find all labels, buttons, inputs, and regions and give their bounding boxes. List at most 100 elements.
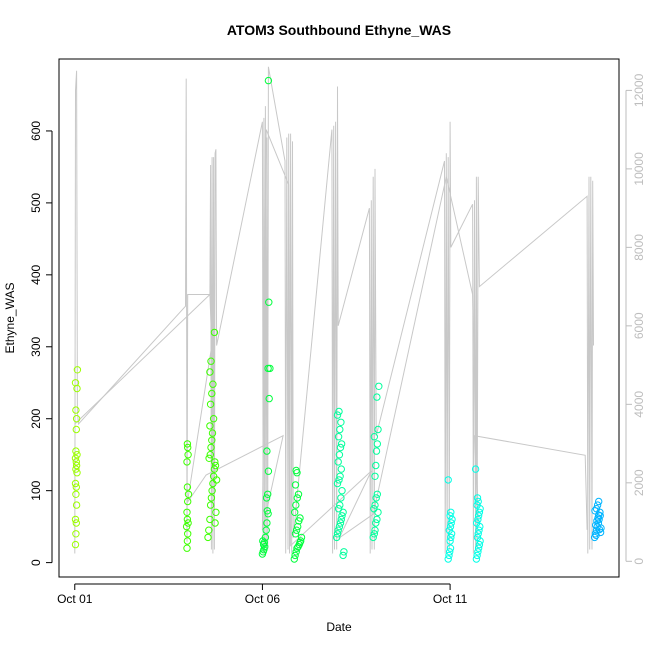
data-point [183,515,192,524]
y-tick-label: 300 [29,336,43,356]
data-point [446,544,455,552]
data-point [334,433,343,441]
data-point [206,422,214,430]
data-point [263,447,271,455]
data-point [448,515,456,524]
y2-tick-label: 0 [632,558,646,565]
data-point [335,407,343,416]
data-point [446,537,454,545]
y-tick-label: 100 [29,480,43,500]
plot-frame [58,58,620,578]
data-point [595,515,603,524]
data-point [595,497,603,506]
data-point [333,533,341,542]
data-point [183,537,192,545]
data-point [184,451,192,459]
data-point [447,533,455,542]
data-point [473,501,481,509]
data-point [370,505,378,513]
data-point [337,465,345,473]
data-point [206,501,215,509]
y2-tick-label: 10000 [632,152,646,186]
data-point [72,490,80,498]
data-point [291,508,299,516]
data-point [444,476,452,484]
data-point [207,443,215,452]
data-point [474,512,483,520]
data-point [72,519,81,527]
data-point [72,501,81,509]
data-point [372,494,380,502]
data-point [595,525,604,534]
data-point [371,472,379,480]
data-point [71,515,80,524]
data-point [184,490,193,498]
data-point [183,458,191,466]
data-point [72,461,81,470]
data-point [369,533,377,542]
y2-tick-label: 2000 [632,469,646,496]
data-point [339,508,347,516]
data-point [208,389,216,398]
data-point [266,364,274,373]
data-point [209,380,217,388]
data-point [72,425,81,434]
data-point [206,400,215,408]
data-point [339,551,347,560]
data-point [335,451,344,459]
data-point [211,519,219,527]
axes-layer: 0100200300400500600020004000600080001000… [29,73,646,606]
data-point [373,515,381,524]
data-point [72,530,80,538]
data-point [337,515,345,524]
y2-tick-label: 6000 [632,312,646,339]
data-point [183,544,191,552]
data-point [333,530,342,538]
data-point [209,415,218,423]
data-point [374,508,382,516]
data-point [372,519,380,527]
data-point [297,533,306,542]
data-point [336,425,344,434]
data-point [340,548,348,556]
data-point [212,508,220,516]
data-point [474,497,482,506]
x-axis-label: Date [326,620,352,634]
y2-tick-label: 12000 [632,73,646,107]
data-point [204,533,212,542]
data-point [263,519,271,527]
secondary-series-line [74,129,588,547]
data-point [474,544,483,552]
x-tick-label: Oct 01 [57,592,93,606]
data-point [183,508,191,516]
data-point [338,487,346,495]
data-point [211,458,219,466]
data-point [293,544,301,552]
data-point [72,483,81,491]
data-point [264,510,272,518]
data-point [291,481,300,489]
data-point [475,540,484,549]
data-point [262,494,271,502]
data-point [292,466,300,475]
data-point [263,507,271,515]
data-point [71,454,80,462]
data-point [292,501,300,509]
data-point [334,505,343,513]
data-point [336,519,345,527]
data-point [373,490,381,498]
data-point [336,472,344,480]
data-point [292,526,301,534]
data-point [473,494,482,502]
data-point [205,526,213,534]
data-point [337,440,346,448]
data-point [290,555,298,563]
data-point [473,519,481,527]
data-point [475,526,483,534]
data-point [473,533,482,542]
data-point [375,382,383,390]
data-point [593,501,602,509]
data-point [474,548,482,556]
data-point [262,526,270,534]
